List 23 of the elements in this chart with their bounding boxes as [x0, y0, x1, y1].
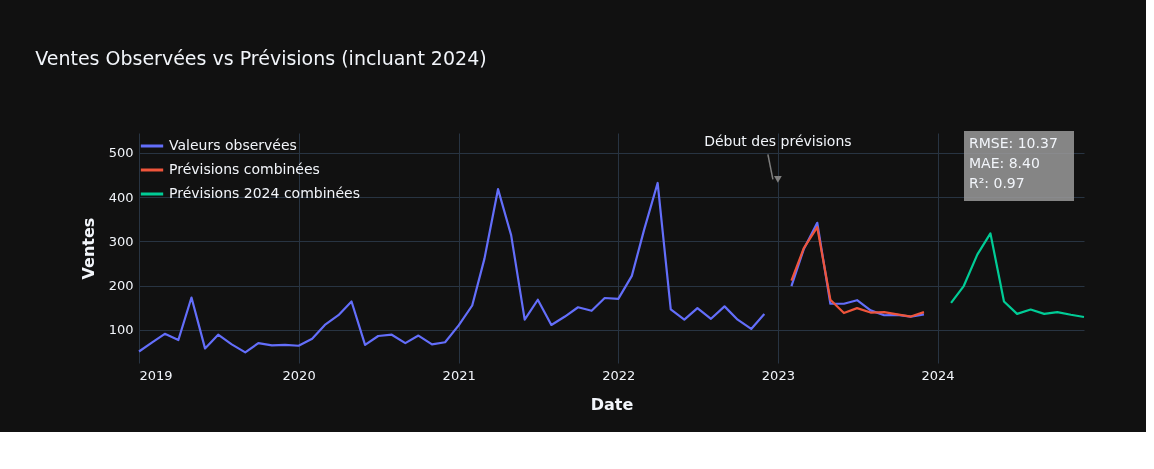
- annotation: R²: 0.97: [969, 175, 1025, 191]
- line-series: [949, 232, 1086, 319]
- legend-label: Valeurs observées: [169, 137, 297, 153]
- y-axis-title: Ventes: [78, 217, 98, 280]
- legend-label: Prévisions combinées: [169, 161, 320, 177]
- x-tick-label: 2020: [282, 367, 316, 383]
- x-tick-label: 2022: [602, 367, 636, 383]
- y-tick-label: 300: [108, 233, 134, 249]
- x-tick-label: 2019: [139, 367, 173, 383]
- x-tick-label: 2021: [442, 367, 476, 383]
- annotation: MAE: 8.40: [969, 155, 1040, 171]
- y-tick-label: 500: [108, 145, 134, 161]
- annotation: RMSE: 10.37: [969, 135, 1058, 151]
- y-tick-label: 200: [108, 278, 134, 294]
- annotation: Début des prévisions: [704, 133, 852, 150]
- chart-title: Ventes Observées vs Prévisions (incluant 2024): [35, 47, 487, 69]
- legend-label: Prévisions 2024 combinées: [169, 185, 360, 201]
- x-tick-label: 2024: [921, 367, 955, 383]
- x-tick-label: 2023: [761, 367, 795, 383]
- y-tick-label: 100: [108, 322, 134, 338]
- line-series: [790, 226, 926, 318]
- y-tick-label: 400: [108, 189, 134, 205]
- x-axis-title: Date: [590, 394, 634, 414]
